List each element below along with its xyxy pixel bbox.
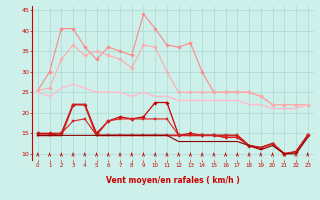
X-axis label: Vent moyen/en rafales ( km/h ): Vent moyen/en rafales ( km/h ) bbox=[106, 176, 240, 185]
